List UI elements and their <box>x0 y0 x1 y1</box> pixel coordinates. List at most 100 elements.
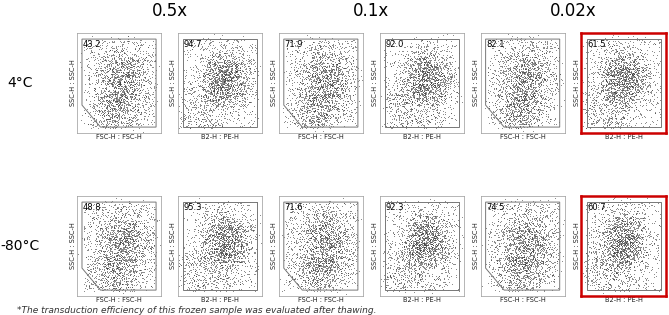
Point <box>145 251 156 256</box>
Point <box>510 71 520 76</box>
Point <box>108 106 119 111</box>
Point <box>313 263 324 268</box>
Point <box>599 119 610 124</box>
Point <box>115 227 126 232</box>
Point <box>496 206 507 211</box>
Point <box>379 235 390 240</box>
Point <box>617 211 628 216</box>
Point <box>422 106 433 112</box>
Point <box>518 254 529 259</box>
Point <box>419 55 429 60</box>
Point <box>501 203 512 208</box>
Point <box>134 234 145 239</box>
Point <box>140 261 151 266</box>
Point <box>327 80 338 85</box>
Point <box>508 89 519 94</box>
Point <box>422 230 433 235</box>
Point <box>188 251 199 256</box>
Point <box>103 67 114 72</box>
Point <box>313 201 324 206</box>
Point <box>221 251 231 256</box>
Point <box>498 278 509 283</box>
Point <box>244 272 254 277</box>
Point <box>132 242 143 247</box>
Point <box>597 65 607 70</box>
Point <box>593 246 604 251</box>
Point <box>78 289 89 294</box>
Point <box>524 109 535 114</box>
Point <box>102 235 113 240</box>
Point <box>341 255 352 261</box>
Point <box>101 266 112 271</box>
Point <box>215 224 226 229</box>
Point <box>213 224 223 229</box>
Point <box>288 230 299 235</box>
Point <box>284 215 295 220</box>
Point <box>217 215 228 220</box>
Point <box>442 283 453 288</box>
Point <box>420 232 431 237</box>
Point <box>318 244 328 249</box>
Point <box>246 224 256 229</box>
Point <box>411 270 422 275</box>
Point <box>136 83 147 89</box>
Point <box>515 233 526 238</box>
Point <box>382 95 393 100</box>
Point <box>621 65 632 70</box>
Point <box>421 54 432 59</box>
Point <box>423 66 434 71</box>
Point <box>535 264 546 269</box>
Point <box>508 101 519 106</box>
Point <box>198 77 209 82</box>
Point <box>134 233 145 238</box>
Point <box>388 260 399 265</box>
Point <box>524 206 535 211</box>
Point <box>312 260 323 265</box>
Point <box>542 256 553 261</box>
Point <box>421 221 432 226</box>
Point <box>505 94 516 99</box>
Point <box>208 247 219 252</box>
Point <box>547 231 557 236</box>
Point <box>434 70 444 75</box>
Point <box>621 235 632 240</box>
Point <box>541 262 551 267</box>
Point <box>446 232 456 238</box>
Point <box>641 100 652 106</box>
Point <box>397 255 408 261</box>
Point <box>205 232 215 237</box>
Point <box>306 279 317 284</box>
Point <box>409 268 420 273</box>
Point <box>219 229 229 234</box>
Point <box>416 109 427 114</box>
Point <box>319 68 330 73</box>
Point <box>406 107 417 112</box>
Point <box>214 56 225 61</box>
Point <box>615 71 626 76</box>
Point <box>314 87 324 92</box>
Point <box>334 61 345 66</box>
Point <box>318 86 329 91</box>
Point <box>614 76 625 81</box>
Point <box>322 264 332 269</box>
Point <box>111 62 122 67</box>
Point <box>420 86 431 91</box>
Point <box>210 70 221 75</box>
Point <box>126 115 136 120</box>
Point <box>611 102 622 107</box>
Point <box>326 112 337 117</box>
Point <box>618 123 629 128</box>
Point <box>218 84 229 89</box>
Point <box>440 37 451 42</box>
Point <box>332 283 343 288</box>
Point <box>515 109 526 114</box>
Point <box>344 47 355 52</box>
Point <box>427 65 438 70</box>
Point <box>106 112 117 117</box>
Point <box>145 92 155 97</box>
Point <box>396 250 407 255</box>
Point <box>227 233 237 238</box>
Point <box>442 49 452 54</box>
Point <box>181 115 192 120</box>
Point <box>619 94 630 99</box>
